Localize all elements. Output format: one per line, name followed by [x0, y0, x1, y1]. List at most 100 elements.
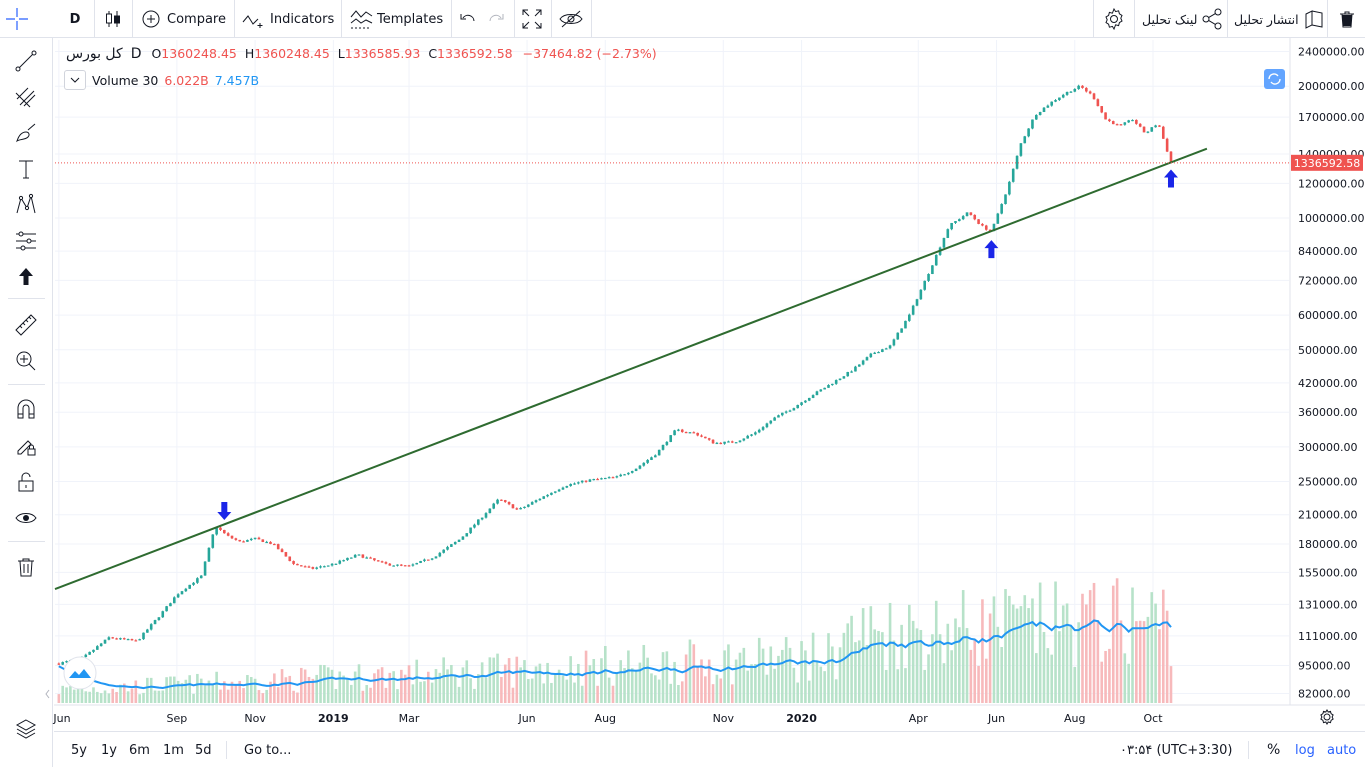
interval-button[interactable]: D — [69, 11, 81, 27]
candle-body — [1158, 125, 1161, 127]
percent-scale-toggle[interactable]: % — [1267, 742, 1281, 758]
text-tool-icon[interactable] — [13, 156, 39, 182]
time-tick-label: Jun — [517, 712, 535, 725]
candle-body — [538, 498, 542, 501]
collapse-legend-button[interactable] — [64, 70, 86, 90]
candle-body — [353, 554, 357, 558]
goto-button[interactable]: Go to... — [244, 742, 292, 758]
logo-badge — [63, 656, 97, 690]
volume-bar — [1104, 650, 1107, 703]
candle-body — [1011, 168, 1015, 182]
volume-bar — [411, 684, 415, 703]
volume-bar — [1096, 620, 1100, 703]
prediction-tool-icon[interactable] — [13, 228, 39, 254]
volume-bar — [342, 675, 345, 703]
candle-body — [1054, 100, 1057, 102]
volume-bar — [465, 660, 469, 703]
magnet-icon[interactable] — [13, 397, 39, 423]
pattern-tool-icon[interactable] — [13, 192, 39, 218]
trend-line-tool-icon[interactable] — [13, 48, 39, 74]
candle-body — [946, 229, 950, 238]
brush-tool-icon[interactable] — [13, 120, 39, 146]
volume-bar — [107, 693, 111, 703]
volume-bar — [392, 671, 395, 703]
range-1m[interactable]: 1m — [163, 742, 184, 758]
crosshair-icon[interactable] — [4, 0, 48, 38]
redo-icon[interactable] — [486, 0, 506, 38]
volume-bar — [176, 680, 180, 703]
volume-bar — [950, 650, 953, 703]
auto-scale-toggle[interactable]: auto — [1327, 742, 1357, 758]
clock-timezone[interactable]: ۰۳:۵۴ (UTC+3:30) — [1120, 742, 1233, 758]
hide-eye-icon[interactable] — [558, 0, 584, 38]
volume-bar — [76, 688, 80, 703]
templates-button[interactable]: Templates — [350, 0, 443, 38]
volume-bar — [223, 681, 226, 703]
symbol-name[interactable]: کل بورس — [66, 46, 123, 62]
volume-bar — [715, 674, 719, 703]
candle-series — [57, 84, 1173, 666]
show-hide-eye-icon[interactable] — [13, 505, 39, 531]
volume-bar — [415, 659, 419, 703]
range-1y[interactable]: 1y — [101, 742, 117, 758]
volume-label[interactable]: Volume 30 — [92, 72, 159, 88]
fullscreen-icon[interactable] — [521, 0, 543, 38]
candle-body — [292, 561, 295, 564]
volume-bar — [850, 615, 853, 703]
arrow-up-tool-icon[interactable] — [13, 264, 39, 290]
volume-bar — [677, 684, 680, 703]
candle-body — [688, 432, 692, 434]
publish-button[interactable]: انتشار تحلیل — [1234, 0, 1325, 38]
price-tick-label: 1200000.00 — [1298, 177, 1364, 190]
candle-body — [588, 479, 592, 482]
candle-body — [1073, 88, 1077, 92]
volume-bar — [234, 685, 238, 703]
volume-bar — [165, 677, 168, 703]
unlock-icon[interactable] — [13, 469, 39, 495]
settings-gear-icon[interactable] — [1102, 0, 1126, 38]
range-6m[interactable]: 6m — [129, 742, 150, 758]
range-5y[interactable]: 5y — [71, 742, 87, 758]
drawing-tools-sidebar — [0, 38, 53, 767]
candle-body — [915, 299, 919, 306]
candle-body — [107, 637, 111, 640]
candle-body — [380, 561, 384, 563]
volume-bar — [615, 673, 619, 703]
undo-icon[interactable] — [458, 0, 478, 38]
volume-bar — [754, 663, 757, 703]
lock-drawing-pencil-icon[interactable] — [13, 433, 39, 459]
compare-button[interactable]: Compare — [141, 0, 226, 38]
volume-bar — [122, 683, 126, 703]
volume-bar — [477, 674, 480, 703]
log-scale-toggle[interactable]: log — [1295, 742, 1315, 758]
volume-bar — [169, 676, 172, 703]
indicators-button[interactable]: Indicators — [242, 0, 334, 38]
ruler-tool-icon[interactable] — [13, 312, 39, 338]
price-tick-label: 111000.00 — [1298, 630, 1358, 643]
candles-icon[interactable] — [103, 0, 125, 38]
volume-bar — [288, 675, 292, 703]
candle-body — [165, 606, 168, 612]
range-5d[interactable]: 5d — [195, 742, 212, 758]
candle-body — [923, 280, 927, 290]
volume-bar — [142, 692, 145, 703]
volume-bar — [654, 675, 657, 703]
trash-icon[interactable] — [1337, 0, 1357, 38]
zoom-in-icon[interactable] — [13, 348, 39, 374]
share-link-button[interactable]: لینک تحلیل — [1142, 0, 1223, 38]
volume-bar — [257, 690, 261, 703]
volume-bar — [642, 644, 646, 703]
candle-body — [573, 483, 576, 485]
remove-drawings-trash-icon[interactable] — [13, 554, 39, 580]
candle-body — [677, 429, 680, 431]
pitchfork-tool-icon[interactable] — [13, 84, 39, 110]
candle-body — [296, 563, 299, 566]
object-tree-layers-icon[interactable] — [13, 716, 39, 742]
candle-body — [680, 429, 684, 432]
volume-bar — [938, 634, 942, 703]
volume-bar — [1169, 666, 1173, 703]
volume-bar — [923, 669, 927, 703]
candle-body — [657, 449, 661, 456]
volume-bar — [442, 657, 445, 703]
